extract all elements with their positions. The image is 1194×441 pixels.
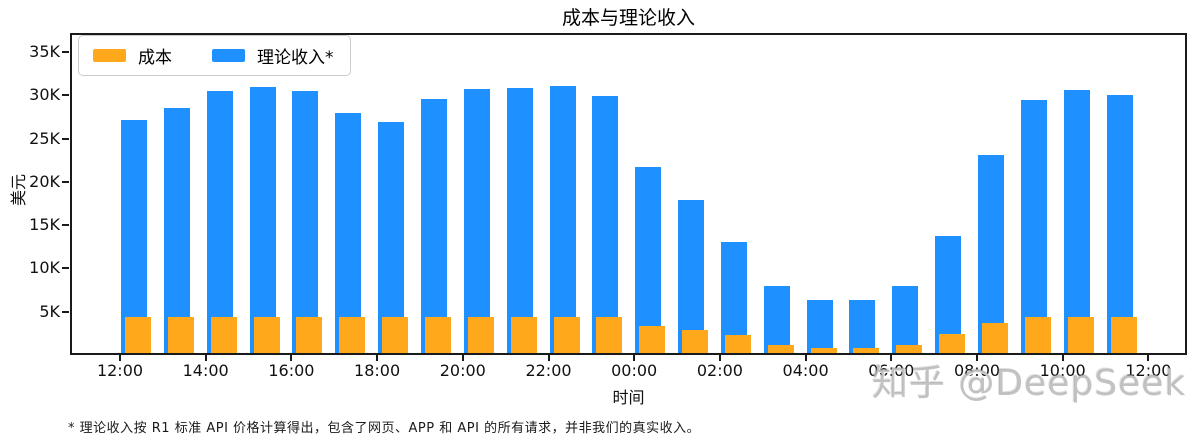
y-tick-mark <box>62 267 69 270</box>
revenue-bar <box>463 89 490 355</box>
x-tick-mark <box>633 355 636 361</box>
revenue-bar <box>1063 90 1090 355</box>
cost-bar <box>982 322 1008 355</box>
x-tick-mark <box>119 355 121 361</box>
cost-bar <box>296 316 323 355</box>
revenue-bar <box>978 155 1004 355</box>
revenue-bar <box>335 112 362 355</box>
revenue-bar <box>420 98 447 355</box>
y-tick-label: 30K <box>29 85 60 105</box>
cost-bar <box>896 344 923 355</box>
cost-bar <box>167 316 194 355</box>
x-tick-label: 12:00 <box>1125 361 1172 380</box>
x-tick-label: 12:00 <box>96 361 144 380</box>
cost-bar <box>125 316 151 355</box>
x-tick-label: 04:00 <box>782 361 829 380</box>
revenue-bar <box>849 300 876 355</box>
y-tick-mark <box>62 137 69 140</box>
y-tick-mark <box>62 94 69 97</box>
revenue-bar <box>763 285 790 355</box>
plot-area <box>70 33 1187 355</box>
x-tick-mark <box>890 355 893 361</box>
legend-item-revenue: 理论收入* <box>212 43 334 68</box>
legend-label-cost: 成本 <box>138 48 172 68</box>
revenue-bar <box>206 91 233 355</box>
revenue-bar <box>549 85 576 355</box>
cost-bar <box>939 334 966 355</box>
revenue-bar <box>378 122 405 355</box>
y-tick-mark <box>62 310 69 313</box>
x-tick-mark <box>1147 355 1150 361</box>
revenue-bar <box>678 200 705 355</box>
cost-bar <box>724 335 751 355</box>
legend: 成本 理论收入* <box>78 35 351 76</box>
revenue-bar <box>892 285 919 355</box>
cost-bar <box>210 316 237 355</box>
y-tick-mark <box>62 224 69 227</box>
x-tick-label: 22:00 <box>525 361 572 380</box>
x-tick-label: 16:00 <box>268 361 315 380</box>
cost-bar <box>1110 316 1137 355</box>
cost-bar <box>596 316 623 355</box>
x-axis-label: 时间 <box>612 388 645 407</box>
revenue-bar <box>292 91 319 355</box>
cost-bar <box>767 344 794 355</box>
cost-bar <box>853 348 880 355</box>
cost-bar <box>339 316 366 355</box>
x-tick-mark <box>290 355 293 361</box>
revenue-bar <box>1020 99 1047 355</box>
x-tick-label: 08:00 <box>953 361 1001 380</box>
x-tick-mark <box>976 355 978 361</box>
cost-bar <box>639 326 666 355</box>
chart-title: 成本与理论收入 <box>561 7 695 29</box>
y-tick-label: 35K <box>29 42 60 62</box>
x-tick-mark <box>547 355 550 361</box>
legend-label-revenue: 理论收入* <box>257 48 334 68</box>
x-tick-mark <box>718 355 721 361</box>
cost-bar <box>510 316 537 355</box>
revenue-bar <box>506 87 533 355</box>
cost-bar <box>424 316 451 355</box>
y-tick-label: 10K <box>29 258 60 278</box>
cost-bar <box>382 316 409 355</box>
revenue-bar <box>592 96 619 355</box>
x-tick-mark <box>461 355 464 361</box>
cost-bar <box>253 316 280 355</box>
cost-bar <box>682 329 709 355</box>
x-tick-label: 14:00 <box>182 361 229 380</box>
legend-item-cost: 成本 <box>93 43 172 68</box>
footnote: * 理论收入按 R1 标准 API 价格计算得出，包含了网页、APP 和 API… <box>68 421 701 436</box>
cost-bar <box>467 316 494 355</box>
cost-bar <box>1067 316 1094 355</box>
revenue-bar <box>806 299 833 355</box>
cost-bar <box>1024 316 1051 355</box>
x-tick-label: 20:00 <box>439 361 486 380</box>
x-tick-mark <box>204 355 207 361</box>
x-tick-label: 06:00 <box>868 361 915 380</box>
y-tick-label: 20K <box>29 171 60 191</box>
y-tick-mark <box>62 51 69 54</box>
x-tick-mark <box>376 355 379 361</box>
cost-bar <box>810 348 837 355</box>
x-tick-mark <box>1061 355 1064 361</box>
cost-bar <box>553 316 580 355</box>
x-tick-mark <box>804 355 807 361</box>
y-tick-mark <box>62 180 69 183</box>
revenue-bar <box>249 86 276 355</box>
y-tick-label: 15K <box>29 215 60 235</box>
revenue-swatch-icon <box>212 49 245 62</box>
watermark: 知乎 @DeepSeek <box>872 363 1187 404</box>
y-tick-label: 25K <box>29 128 60 148</box>
revenue-bar <box>635 167 662 355</box>
revenue-bar <box>1106 95 1133 355</box>
x-tick-label: 18:00 <box>354 361 401 380</box>
revenue-bar <box>121 120 147 355</box>
y-tick-label: 5K <box>39 301 60 321</box>
cost-swatch-icon <box>93 49 126 62</box>
x-tick-label: 10:00 <box>1039 361 1086 380</box>
x-tick-label: 02:00 <box>696 361 743 380</box>
revenue-bar <box>163 108 190 355</box>
x-tick-label: 00:00 <box>611 361 658 380</box>
